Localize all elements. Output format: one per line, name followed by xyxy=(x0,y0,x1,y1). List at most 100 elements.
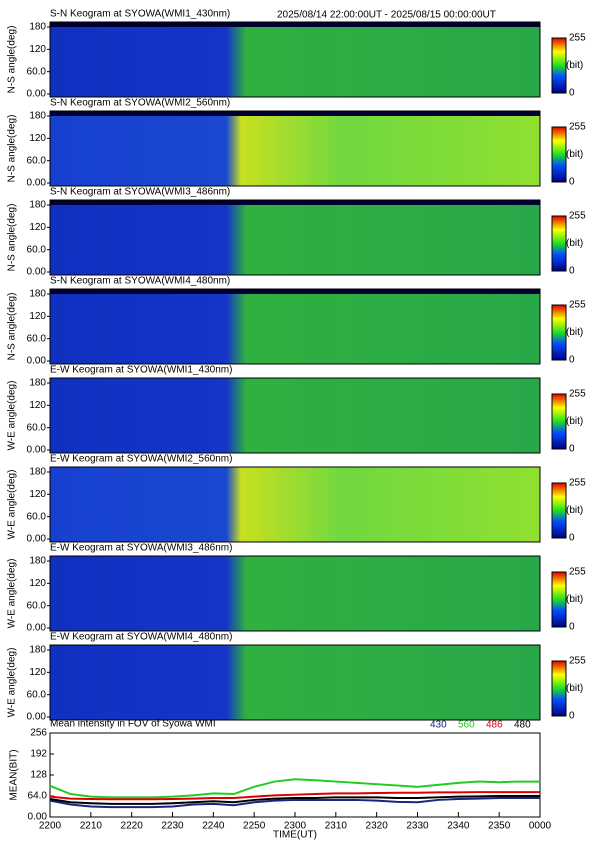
legend-entry: 560 xyxy=(458,720,475,731)
y-tick-label: 180 xyxy=(29,645,46,656)
frame xyxy=(49,288,541,365)
x-axis-label: TIME(UT) xyxy=(273,830,317,841)
y-tick-label: 60.0 xyxy=(27,333,47,344)
x-tick-label: 0000 xyxy=(529,821,552,832)
x-tick-label: 2340 xyxy=(447,821,470,832)
panel-title: S-N Keogram at SYOWA(WMI1_430nm) xyxy=(50,9,230,20)
x-tick-label: 2210 xyxy=(80,821,103,832)
series-line xyxy=(49,791,540,801)
x-tick-label: 2320 xyxy=(366,821,389,832)
y-axis-label: N-S angle(deg) xyxy=(7,204,18,272)
colorbar-label: (bit) xyxy=(566,238,583,249)
colorbar-tick-label: 0 xyxy=(569,711,575,722)
y-tick-label: 120 xyxy=(29,133,46,144)
keogram-image xyxy=(50,200,540,275)
y-axis-label: MEAN(BIT) xyxy=(9,749,20,800)
colorbar-tick-label: 0 xyxy=(569,88,575,99)
keogram-image xyxy=(50,645,540,720)
y-tick-label: 192 xyxy=(30,749,47,760)
y-tick-label: 180 xyxy=(29,200,46,211)
keogram-image xyxy=(50,289,540,364)
colorbar-tick-label: 255 xyxy=(569,656,586,667)
keogram-image xyxy=(50,111,540,186)
panel-title: E-W Keogram at SYOWA(WMI2_560nm) xyxy=(50,454,232,465)
colorbar xyxy=(551,215,567,272)
panel-title: S-N Keogram at SYOWA(WMI4_480nm) xyxy=(50,276,230,287)
panel-title: E-W Keogram at SYOWA(WMI4_480nm) xyxy=(50,632,232,643)
keogram-image xyxy=(50,378,540,453)
x-tick-label: 2350 xyxy=(488,821,511,832)
x-tick-label: 2200 xyxy=(39,821,62,832)
colorbar-label: (bit) xyxy=(566,327,583,338)
colorbar-tick-label: 255 xyxy=(569,122,586,133)
y-tick-label: 60.0 xyxy=(27,244,47,255)
colorbar-tick-label: 255 xyxy=(569,389,586,400)
series-line xyxy=(49,796,540,809)
colorbar-label: (bit) xyxy=(566,505,583,516)
x-tick-label: 2220 xyxy=(121,821,144,832)
y-tick-label: 180 xyxy=(29,289,46,300)
keogram-edge xyxy=(50,200,540,205)
colorbar xyxy=(551,393,567,450)
y-tick-label: 0.00 xyxy=(27,356,47,367)
colorbar xyxy=(551,37,567,94)
y-tick-label: 120 xyxy=(29,400,46,411)
x-tick-label: 2240 xyxy=(202,821,225,832)
y-tick-label: 128 xyxy=(30,770,47,781)
y-tick-label: 0.00 xyxy=(28,812,48,823)
y-tick-label: 60.0 xyxy=(27,66,47,77)
y-tick-label: 0.00 xyxy=(27,445,47,456)
legend-entry: 430 xyxy=(430,720,447,731)
colorbar xyxy=(551,660,567,717)
y-tick-label: 60.0 xyxy=(27,155,47,166)
y-tick-label: 0.00 xyxy=(27,623,47,634)
x-tick-label: 2250 xyxy=(243,821,266,832)
frame xyxy=(49,466,541,543)
keogram-image xyxy=(50,467,540,542)
y-tick-label: 60.0 xyxy=(27,600,47,611)
keogram-edge xyxy=(50,289,540,294)
y-tick-label: 0.00 xyxy=(27,178,47,189)
colorbar-tick-label: 255 xyxy=(569,300,586,311)
y-axis-label: N-S angle(deg) xyxy=(7,293,18,361)
frame xyxy=(49,199,541,276)
x-tick-label: 2300 xyxy=(284,821,307,832)
frame xyxy=(49,644,541,721)
y-axis-label: W-E angle(deg) xyxy=(7,559,18,629)
y-tick-label: 0.00 xyxy=(27,267,47,278)
y-tick-label: 120 xyxy=(29,489,46,500)
colorbar-label: (bit) xyxy=(566,594,583,605)
frame xyxy=(49,555,541,632)
y-tick-label: 60.0 xyxy=(27,511,47,522)
colorbar xyxy=(551,126,567,183)
panel-title: E-W Keogram at SYOWA(WMI1_430nm) xyxy=(50,365,232,376)
x-tick-label: 2230 xyxy=(161,821,184,832)
y-tick-label: 120 xyxy=(29,44,46,55)
panel-title: S-N Keogram at SYOWA(WMI3_486nm) xyxy=(50,187,230,198)
y-tick-label: 120 xyxy=(29,311,46,322)
y-tick-label: 60.0 xyxy=(27,422,47,433)
series-line xyxy=(49,778,540,799)
panel-title: E-W Keogram at SYOWA(WMI3_486nm) xyxy=(50,543,232,554)
y-axis-label: W-E angle(deg) xyxy=(7,648,18,718)
colorbar-tick-label: 0 xyxy=(569,266,575,277)
series-line xyxy=(49,795,540,805)
keogram-edge xyxy=(50,22,540,27)
time-range: 2025/08/14 22:00:00UT - 2025/08/15 00:00… xyxy=(277,10,496,21)
colorbar-label: (bit) xyxy=(566,60,583,71)
colorbar-tick-label: 0 xyxy=(569,533,575,544)
colorbar-label: (bit) xyxy=(566,416,583,427)
y-axis-label: W-E angle(deg) xyxy=(7,381,18,451)
colorbar-tick-label: 255 xyxy=(569,478,586,489)
colorbar xyxy=(551,571,567,628)
legend-entry: 486 xyxy=(486,720,503,731)
y-tick-label: 0.00 xyxy=(27,712,47,723)
colorbar-label: (bit) xyxy=(566,149,583,160)
y-tick-label: 180 xyxy=(29,556,46,567)
y-tick-label: 180 xyxy=(29,22,46,33)
frame xyxy=(49,377,541,454)
y-tick-label: 256 xyxy=(30,728,47,739)
colorbar-tick-label: 0 xyxy=(569,177,575,188)
colorbar-tick-label: 0 xyxy=(569,622,575,633)
